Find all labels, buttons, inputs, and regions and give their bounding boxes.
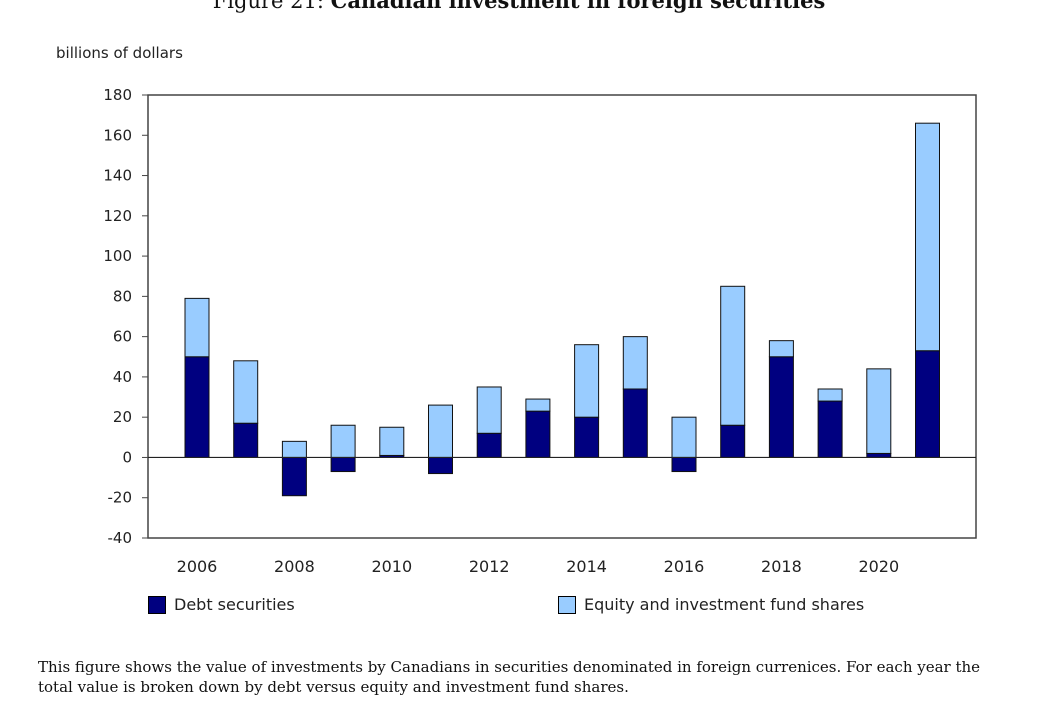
bar-equity-2014 xyxy=(574,344,600,418)
y-tick-label: 0 xyxy=(122,448,132,466)
bar-debt-2015 xyxy=(622,388,648,458)
bar-equity-2019 xyxy=(817,388,843,402)
bar-debt-2020 xyxy=(866,452,892,458)
bar-debt-2009 xyxy=(330,456,356,473)
bar-debt-2014 xyxy=(574,416,600,458)
y-axis-unit-label: billions of dollars xyxy=(56,44,183,62)
y-tick-label: 20 xyxy=(113,408,132,426)
bar-equity-2006 xyxy=(184,297,210,358)
bar-debt-2008 xyxy=(281,456,307,497)
y-tick-label: 40 xyxy=(113,368,132,386)
y-tick-label: -40 xyxy=(108,529,133,547)
plot-frame xyxy=(147,94,977,539)
x-tick-label: 2018 xyxy=(761,557,802,576)
bar-equity-2021 xyxy=(915,122,940,352)
bar-debt-2021 xyxy=(915,350,940,458)
x-tick-label: 2006 xyxy=(177,557,218,576)
y-tick-label: 60 xyxy=(113,328,132,346)
bar-equity-2016 xyxy=(671,416,697,458)
x-tick-label: 2014 xyxy=(566,557,607,576)
bar-debt-2019 xyxy=(817,400,843,458)
x-tick-label: 2010 xyxy=(371,557,412,576)
bar-equity-2011 xyxy=(428,404,453,458)
bar-equity-2015 xyxy=(622,336,648,390)
figure-title-text: Canadian investment in foreign securitie… xyxy=(330,0,826,13)
y-tick-label: 160 xyxy=(103,126,132,144)
bar-equity-2010 xyxy=(379,426,405,456)
bar-debt-2011 xyxy=(428,456,453,475)
x-tick-label: 2016 xyxy=(664,557,705,576)
bar-debt-2006 xyxy=(184,356,210,458)
legend-label-debt: Debt securities xyxy=(174,595,295,614)
x-tick-label: 2012 xyxy=(469,557,510,576)
legend-item-debt: Debt securities xyxy=(148,595,295,614)
figure-label: Figure 21: xyxy=(212,0,324,13)
bar-equity-2017 xyxy=(720,285,746,426)
bar-equity-2009 xyxy=(330,424,356,458)
y-tick-label: 100 xyxy=(103,247,132,265)
y-tick-label: 140 xyxy=(103,167,132,185)
bar-debt-2012 xyxy=(476,432,502,458)
bar-debt-2016 xyxy=(671,456,697,473)
y-tick-label: 120 xyxy=(103,207,132,225)
bar-debt-2007 xyxy=(233,422,259,458)
bar-equity-2008 xyxy=(281,440,307,458)
legend-swatch-equity xyxy=(558,595,576,614)
bar-equity-2007 xyxy=(233,360,259,424)
bar-debt-2013 xyxy=(525,410,551,458)
bar-debt-2017 xyxy=(720,424,746,458)
bar-debt-2018 xyxy=(768,356,794,458)
y-tick-label: 80 xyxy=(113,287,132,305)
y-tick-label: -20 xyxy=(108,489,133,507)
legend-swatch-debt xyxy=(148,595,166,614)
bar-equity-2013 xyxy=(525,398,551,412)
bar-equity-2012 xyxy=(476,386,502,434)
legend-label-equity: Equity and investment fund shares xyxy=(584,595,865,614)
bar-equity-2020 xyxy=(866,368,892,454)
x-tick-label: 2020 xyxy=(858,557,899,576)
bar-equity-2018 xyxy=(768,340,794,358)
figure-caption: This figure shows the value of investmen… xyxy=(38,658,981,696)
y-tick-label: 180 xyxy=(103,86,132,104)
x-tick-label: 2008 xyxy=(274,557,315,576)
figure-title: Figure 21: Canadian investment in foreig… xyxy=(0,0,1038,13)
legend-item-equity: Equity and investment fund shares xyxy=(558,595,864,614)
